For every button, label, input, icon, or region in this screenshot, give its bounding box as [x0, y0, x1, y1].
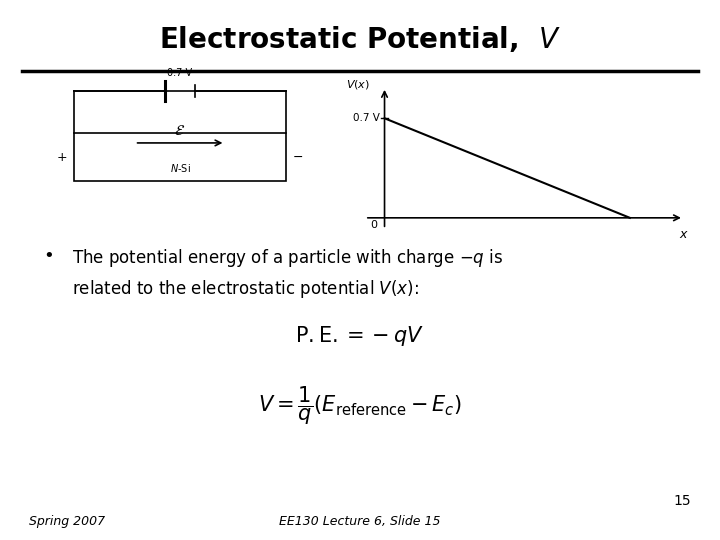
Text: $x$: $x$: [679, 228, 689, 241]
Text: $N$-Si: $N$-Si: [170, 161, 190, 174]
Text: $\mathrm{P.E.} = -qV$: $\mathrm{P.E.} = -qV$: [295, 324, 425, 348]
Text: +: +: [57, 151, 68, 164]
Text: 0.7 V: 0.7 V: [168, 69, 192, 78]
Text: related to the electrostatic potential $V$($x$):: related to the electrostatic potential $…: [72, 278, 419, 300]
Text: 0: 0: [370, 220, 377, 230]
Text: 15: 15: [674, 494, 691, 508]
Text: Electrostatic Potential,  $V$: Electrostatic Potential, $V$: [159, 24, 561, 55]
Bar: [74, 133, 286, 181]
Text: The potential energy of a particle with charge $-q$ is: The potential energy of a particle with …: [72, 247, 503, 269]
Text: $V = \dfrac{1}{q}(E_{\mathrm{reference}} - E_c)$: $V = \dfrac{1}{q}(E_{\mathrm{reference}}…: [258, 384, 462, 427]
Text: EE130 Lecture 6, Slide 15: EE130 Lecture 6, Slide 15: [279, 515, 441, 528]
Text: 0.7 V: 0.7 V: [353, 113, 379, 123]
Text: $\mathcal{E}$: $\mathcal{E}$: [174, 123, 186, 138]
Text: $V$($x$): $V$($x$): [346, 78, 370, 91]
Text: Spring 2007: Spring 2007: [29, 515, 105, 528]
Text: −: −: [293, 151, 303, 164]
Text: •: •: [43, 247, 54, 265]
